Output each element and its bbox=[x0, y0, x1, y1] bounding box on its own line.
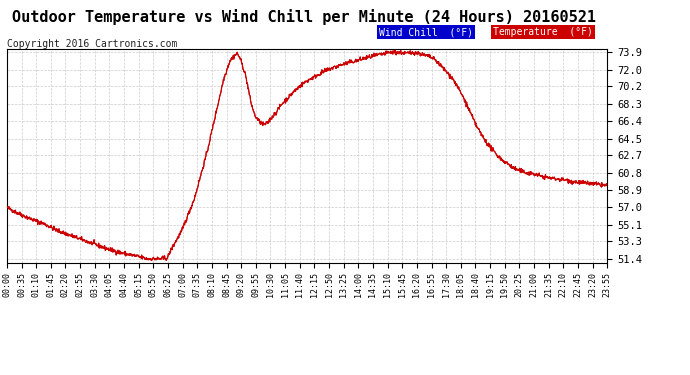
Text: Wind Chill  (°F): Wind Chill (°F) bbox=[379, 27, 473, 38]
Text: Outdoor Temperature vs Wind Chill per Minute (24 Hours) 20160521: Outdoor Temperature vs Wind Chill per Mi… bbox=[12, 9, 595, 26]
Text: Temperature  (°F): Temperature (°F) bbox=[493, 27, 593, 38]
Text: Copyright 2016 Cartronics.com: Copyright 2016 Cartronics.com bbox=[7, 39, 177, 50]
